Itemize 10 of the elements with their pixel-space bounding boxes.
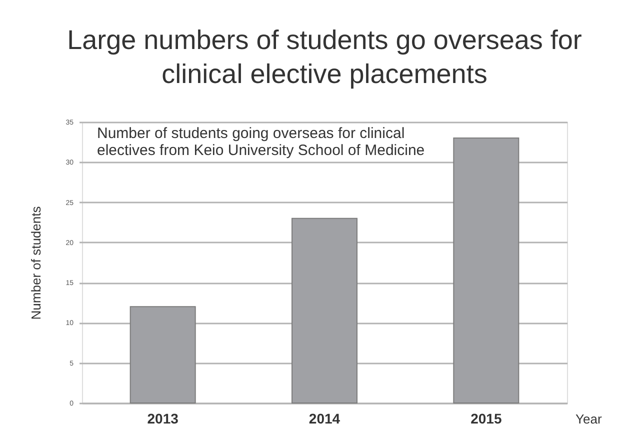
bar	[453, 138, 520, 404]
x-tick-label: 2014	[308, 410, 340, 426]
annotation: Number of students going overseas for clinical electives from Keio University School of Medicine	[97, 125, 425, 159]
bar	[292, 218, 358, 404]
x-axis-title: Year	[576, 412, 602, 426]
x-tick-label: 2015	[470, 410, 502, 426]
chart-title: Large numbers of students go overseas for clinical elective placements	[67, 25, 582, 89]
y-axis-title: Number of students	[28, 206, 44, 320]
bar	[130, 306, 196, 404]
x-tick-label: 2013	[147, 410, 179, 426]
